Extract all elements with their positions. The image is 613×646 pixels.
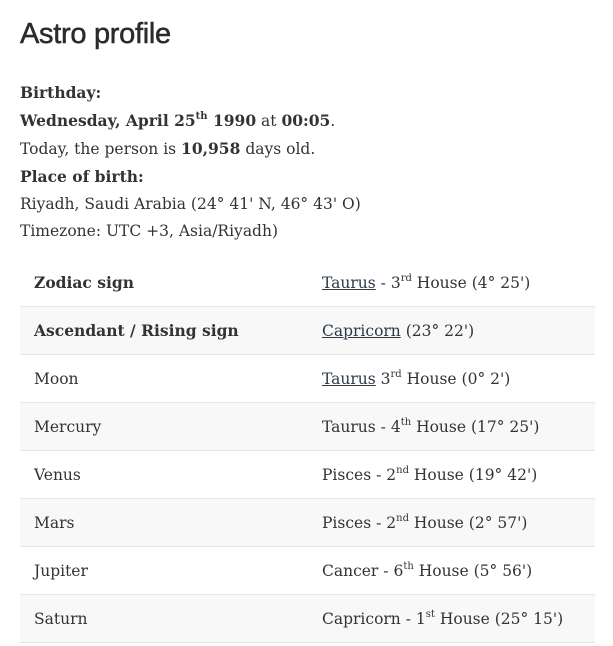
- house-suffix: st: [425, 608, 435, 620]
- age-days: 10,958: [181, 139, 241, 158]
- house-position: House (19° 42'): [408, 465, 538, 484]
- house-number: 1: [415, 609, 426, 628]
- table-row: Moon Taurus 3rd House (0° 2'): [20, 354, 595, 403]
- table-row: Jupiter Cancer - 6th House (5° 56'): [20, 546, 595, 595]
- birth-location: Riyadh, Saudi Arabia (24° 41' N, 46° 43'…: [20, 195, 361, 213]
- row-label: Moon: [20, 354, 308, 403]
- house-position: House (2° 57'): [408, 513, 528, 532]
- house-suffix: nd: [396, 512, 409, 524]
- birth-time: 00:05: [281, 111, 331, 130]
- separator: -: [371, 513, 387, 532]
- place-label: Place of birth:: [20, 167, 144, 186]
- row-label: Ascendant / Rising sign: [20, 306, 308, 355]
- house-position: (23° 22'): [400, 321, 475, 340]
- sign: Capricorn: [322, 609, 401, 628]
- table-row: Zodiac sign Taurus - 3rd House (4° 25'): [20, 259, 595, 307]
- separator: -: [375, 273, 391, 292]
- row-label: Zodiac sign: [20, 259, 308, 307]
- sign-link[interactable]: Taurus: [322, 273, 376, 292]
- row-label: Mars: [20, 498, 308, 547]
- period: .: [330, 112, 336, 130]
- house-position: House (25° 15'): [434, 609, 564, 628]
- row-value: Cancer - 6th House (5° 56'): [308, 546, 595, 595]
- sign: Pisces: [322, 513, 372, 532]
- house-position: House (0° 2'): [401, 369, 511, 388]
- separator: -: [371, 465, 387, 484]
- birth-info: Birthday: Wednesday, April 25th 1990 at …: [20, 79, 595, 245]
- row-value: Pisces - 2nd House (19° 42'): [308, 450, 595, 499]
- sign: Pisces: [322, 465, 372, 484]
- row-label: Jupiter: [20, 546, 308, 595]
- sign-link[interactable]: Taurus: [322, 369, 376, 388]
- house-number: 3: [390, 273, 401, 292]
- house-number: 2: [386, 513, 397, 532]
- table-row: Saturn Capricorn - 1st House (25° 15'): [20, 594, 595, 643]
- age-suffix: days old.: [245, 140, 316, 158]
- birthday-label: Birthday:: [20, 83, 102, 102]
- age-line: Today, the person is 10,958 days old.: [20, 135, 595, 163]
- row-value: Taurus - 3rd House (4° 25'): [308, 259, 595, 307]
- birth-date: Wednesday, April 25th 1990 at 00:05.: [20, 107, 595, 135]
- row-value: Taurus - 4th House (17° 25'): [308, 402, 595, 451]
- sign-link[interactable]: Capricorn: [322, 321, 401, 340]
- house-suffix: rd: [390, 368, 402, 380]
- astro-table: Zodiac sign Taurus - 3rd House (4° 25') A…: [20, 259, 595, 643]
- separator: -: [378, 561, 394, 580]
- house-position: House (5° 56'): [413, 561, 533, 580]
- row-value: Capricorn - 1st House (25° 15'): [308, 594, 595, 643]
- row-label: Mercury: [20, 402, 308, 451]
- table-row: Venus Pisces - 2nd House (19° 42'): [20, 450, 595, 499]
- house-number: 4: [390, 417, 401, 436]
- row-value: Taurus 3rd House (0° 2'): [308, 354, 595, 403]
- house-position: House (17° 25'): [411, 417, 540, 436]
- birth-year: 1990: [212, 111, 257, 130]
- sign: Taurus: [322, 417, 376, 436]
- house-suffix: th: [400, 416, 412, 428]
- house-suffix: nd: [396, 464, 409, 476]
- birth-date-text: Wednesday, April 25: [20, 111, 196, 130]
- row-value: Pisces - 2nd House (2° 57'): [308, 498, 595, 547]
- row-value: Capricorn (23° 22'): [308, 306, 595, 355]
- at-text: at: [261, 112, 277, 130]
- house-number: 3: [380, 369, 391, 388]
- day-suffix: th: [195, 111, 208, 122]
- house-suffix: rd: [400, 272, 412, 284]
- house-number: 2: [386, 465, 397, 484]
- house-position: House (4° 25'): [411, 273, 531, 292]
- page-title: Astro profile: [20, 18, 172, 51]
- sign: Cancer: [322, 561, 379, 580]
- table-row: Mars Pisces - 2nd House (2° 57'): [20, 498, 595, 547]
- separator: -: [375, 417, 391, 436]
- timezone: Timezone: UTC +3, Asia/Riyadh): [20, 222, 279, 240]
- table-row: Mercury Taurus - 4th House (17° 25'): [20, 402, 595, 451]
- separator: -: [400, 609, 416, 628]
- row-label: Venus: [20, 450, 308, 499]
- row-label: Saturn: [20, 594, 308, 643]
- age-prefix: Today, the person is: [20, 140, 177, 158]
- house-number: 6: [393, 561, 404, 580]
- house-suffix: th: [403, 560, 414, 572]
- table-row: Ascendant / Rising sign Capricorn (23° 2…: [20, 306, 595, 355]
